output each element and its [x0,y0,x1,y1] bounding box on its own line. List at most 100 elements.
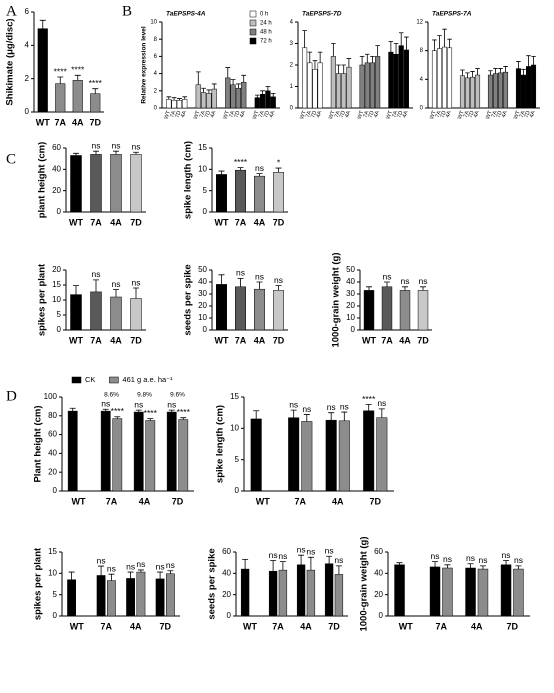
y-axis-label: 1000-grain weight (g) [359,536,370,631]
bar [273,172,284,213]
y-tick-label: 60 [48,430,57,439]
error-bar [375,45,380,57]
error-bar [218,274,225,285]
bar [110,296,122,331]
bar [166,99,172,109]
bar [90,154,102,213]
significance-label: ns [92,140,101,150]
bar [464,77,470,109]
error-bar [218,170,225,175]
x-tick-label: 7A [235,335,247,345]
bar [70,294,82,331]
error-bar [378,408,385,418]
significance-label: ns [334,555,343,565]
x-tick-label: WT [328,110,337,121]
y-tick-label: 10 [48,568,57,577]
bar [436,48,442,109]
significance-label: ns [112,140,121,150]
error-bar [384,281,390,287]
x-tick-label: 4A [332,496,344,506]
x-tick-label: WT [193,110,202,121]
significance-label: **** [177,407,191,417]
bar [330,56,336,109]
significance-label: ns [92,269,101,279]
y-tick-label: 12 [416,20,423,26]
bar [500,564,512,617]
y-axis-label: plant height (cm) [37,142,48,219]
x-tick-label: 7A [199,110,207,119]
x-tick-label: WT [386,110,395,121]
error-bar [98,565,105,576]
error-bar [260,90,265,95]
bar [235,286,246,331]
x-tick-label: 4A [344,110,352,119]
panel-letter: B [122,3,132,19]
legend-label: 72 h [260,39,272,45]
x-tick-label: WT [362,335,376,345]
bar [301,421,313,492]
bar [67,410,78,492]
legend-swatch [249,19,257,27]
group-label: 9.8% [137,392,152,399]
x-tick-label: WT [256,496,270,506]
bar [335,73,342,109]
error-bar [73,152,79,156]
bar [90,93,101,113]
error-bar [211,83,217,90]
error-bar [432,561,439,567]
error-bar [93,279,99,292]
y-axis-label: seeds per spike [207,548,218,619]
significance-label: ns [274,275,283,285]
panel-letter: C [6,151,16,167]
bar [459,75,465,109]
bar [364,62,370,109]
legend-swatch [71,376,82,384]
y-tick-label: 0 [154,106,158,112]
x-tick-label: 7A [305,110,313,119]
panel-letter: D [6,388,17,404]
x-tick-label: 7D [234,110,242,119]
x-tick-label: WT [399,621,413,631]
y-tick-label: 15 [230,392,239,401]
error-bar [336,64,341,74]
bar [513,568,524,617]
x-tick-label: 7D [506,621,518,631]
x-tick-label: 7A [363,110,371,119]
error-bar [256,173,263,177]
significance-label: ns [107,563,116,573]
bar [470,76,476,109]
x-tick-label: 7A [272,621,284,631]
error-bar [180,417,187,420]
bar [112,418,123,492]
y-tick-label: 5 [57,310,62,319]
x-tick-label: 4A [130,621,142,631]
bar [288,417,300,492]
bar [498,72,504,109]
bar [369,62,376,109]
error-bar [230,79,236,85]
error-bar [114,416,121,419]
x-tick-label: 7A [491,110,499,119]
bar [96,575,106,617]
significance-label: **** [144,408,158,418]
error-bar [237,278,244,287]
x-tick-label: 7A [435,621,447,631]
error-bar [503,560,510,565]
bar [520,74,526,109]
error-bar [168,409,175,413]
y-tick-label: 80 [48,411,57,420]
bar [278,569,288,617]
y-tick-label: 0 [203,207,208,216]
significance-label: ns [134,399,143,409]
bar [126,578,135,617]
error-bar [279,561,286,571]
x-tick-label: WT [457,110,466,121]
x-tick-label: WT [299,110,308,121]
x-tick-label: 7A [90,335,102,345]
bar [67,579,76,617]
bar [241,81,247,109]
significance-label: * [277,157,281,167]
chart-title: TaEPSPS-4A [166,11,206,18]
significance-label: ns [269,550,278,560]
panel-letter: A [6,3,17,19]
